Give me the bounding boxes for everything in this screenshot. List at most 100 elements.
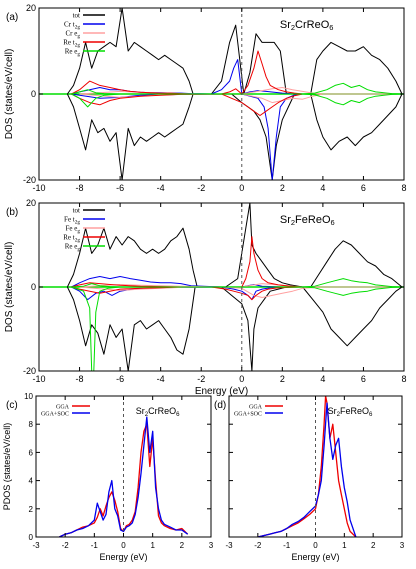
panel-c-series-line [59, 416, 189, 537]
panel-c-series-line [59, 423, 189, 537]
panel-a-series-line [66, 93, 403, 180]
panel-a-label: (a) [6, 12, 18, 23]
panel-c-ytick-label: 6 [29, 448, 34, 457]
panel-d-xtick-label: 1 [342, 541, 347, 550]
panel-a-xtick-label: -8 [76, 183, 84, 193]
panel-c-legend-label: GGA [56, 405, 70, 411]
panel-d-xtick-label: -1 [283, 541, 291, 550]
panel-a-xtick-label: -6 [116, 183, 124, 193]
panel-a-xtick-label: 4 [320, 183, 325, 193]
panel-b-xtick-label: -8 [76, 374, 84, 384]
panel-b-legend-label: Re t2g [63, 234, 80, 244]
panel-b-series-line [71, 276, 303, 288]
panel-b-ytick-label: 20 [26, 198, 36, 208]
panel-c-legend-label: GGA+SOC [41, 412, 69, 418]
panel-b-series-line [71, 286, 303, 301]
panel-a-ytick-label: -20 [23, 175, 36, 185]
panel-b-series-line [66, 286, 403, 371]
panel-a-legend-label: tot [73, 12, 80, 20]
panel-d-title: Sr2FeReO6 [328, 406, 373, 418]
panel-b-xtick-label: 8 [401, 374, 406, 384]
panel-a-series-line [71, 50, 303, 95]
panel-d-xtick-label: 0 [313, 541, 318, 550]
panel-b-xtick-label: -10 [32, 374, 45, 384]
panel-d-label: (d) [214, 400, 226, 411]
panel-c-xtick-label: 1 [150, 541, 155, 550]
panel-a-series-line [71, 82, 404, 95]
panel-a-legend-label: Re t2g [63, 39, 80, 49]
panel-b-series-line [71, 278, 404, 288]
panel-b-title: Sr2FeReO6 [280, 214, 335, 227]
panel-a-ylabel: DOS (states/eV/cell) [4, 49, 15, 140]
panel-c-ytick-label: 0 [29, 533, 34, 542]
panel-c-ytick-label: 10 [24, 392, 33, 401]
panel-b-ytick-label: -20 [23, 366, 36, 376]
panel-a-legend-label: Re eg [65, 48, 81, 58]
panel-b-series-line [66, 203, 403, 288]
panel-b-legend-label: Fe t2g [64, 216, 80, 226]
panel-c-ytick-label: 8 [29, 420, 34, 429]
panel-b-ylabel: DOS (states/eV/cell) [4, 242, 15, 333]
panel-d-xlabel: Energy (eV) [291, 552, 339, 562]
panel-a-xtick-label: 2 [280, 183, 285, 193]
panel-a-title: Sr2CrReO6 [280, 19, 334, 32]
panel-c-xtick-label: 2 [180, 541, 185, 550]
panel-a-xtick-label: -10 [32, 183, 45, 193]
panel-c-xtick-label: -1 [91, 541, 99, 550]
panel-a-series-line [71, 93, 303, 116]
panel-a-xtick-label: 8 [401, 183, 406, 193]
panel-d-xtick-label: 2 [371, 541, 376, 550]
panel-b-legend-label: Fe eg [66, 225, 81, 235]
panel-b-xtick-label: 2 [280, 374, 285, 384]
panel-b-series-line [79, 286, 404, 298]
panel-b-legend-label: Re eg [65, 243, 81, 253]
panel-c-title: Sr2CrReO6 [136, 406, 180, 418]
panel-b-xtick-label: 4 [320, 374, 325, 384]
panel-a-series-line [66, 8, 403, 95]
panel-c-ylabel: PDOS (states/eV/cell) [2, 423, 12, 511]
panel-c: -3 -2 -1 0 1 2 3 0 2 4 6 8 10 (c) PDOS (states/eV/cell… [2, 392, 214, 562]
panel-d-xtick-label: -2 [254, 541, 262, 550]
panel-a-series-line [79, 93, 404, 104]
panel-a-series-line [71, 93, 303, 180]
panel-d: -3 -2 -1 0 1 2 3 (d) Energy (eV) [214, 395, 405, 562]
panel-b-xlabel: Energy (eV) [195, 386, 248, 397]
panel-a-xtick-label: 0 [239, 183, 244, 193]
panel-b-ytick-label: 0 [31, 282, 36, 292]
panel-b-xtick-label: 0 [239, 374, 244, 384]
panel-a-xtick-label: -2 [197, 183, 205, 193]
panel-c-label: (c) [6, 400, 18, 411]
panel-b-xtick-label: -2 [197, 374, 205, 384]
panel-c-ytick-label: 4 [29, 477, 34, 486]
panel-c-xtick-label: 3 [209, 541, 214, 550]
panel-c-xtick-label: 0 [121, 541, 126, 550]
panel-b-xtick-label: -4 [157, 374, 165, 384]
panel-a-ytick-label: 20 [26, 3, 36, 13]
panel-d-series-line [257, 402, 357, 537]
panel-a-ytick-label: 0 [31, 89, 36, 99]
panel-c-xlabel: Energy (eV) [99, 552, 147, 562]
panel-c-ytick-label: 2 [29, 505, 34, 514]
panel-b-label: (b) [6, 207, 18, 218]
panel-c-xtick-label: -3 [32, 541, 40, 550]
panel-b-series-line [71, 286, 404, 371]
panel-a-legend-label: Cr eg [66, 30, 81, 40]
panel-a-series-line [71, 93, 404, 108]
panel-b-series-line [71, 236, 303, 288]
panel-d-xtick-label: -3 [225, 541, 233, 550]
panel-b-xtick-label: -6 [116, 374, 124, 384]
panel-c-series [59, 416, 189, 537]
panel-d-legend-label: GGA+SOC [234, 412, 262, 418]
panel-d-legend-label: GGA [249, 405, 263, 411]
panel-a-xtick-label: 6 [361, 183, 366, 193]
panel-b-xtick-label: 6 [361, 374, 366, 384]
panel-b-series [66, 203, 404, 371]
panel-b-legend-label: tot [73, 207, 80, 215]
panel-d-series [257, 396, 357, 537]
panel-a-legend-label: Cr t2g [64, 21, 80, 31]
panel-c-xtick-label: -2 [62, 541, 70, 550]
panel-a-series [66, 8, 404, 180]
